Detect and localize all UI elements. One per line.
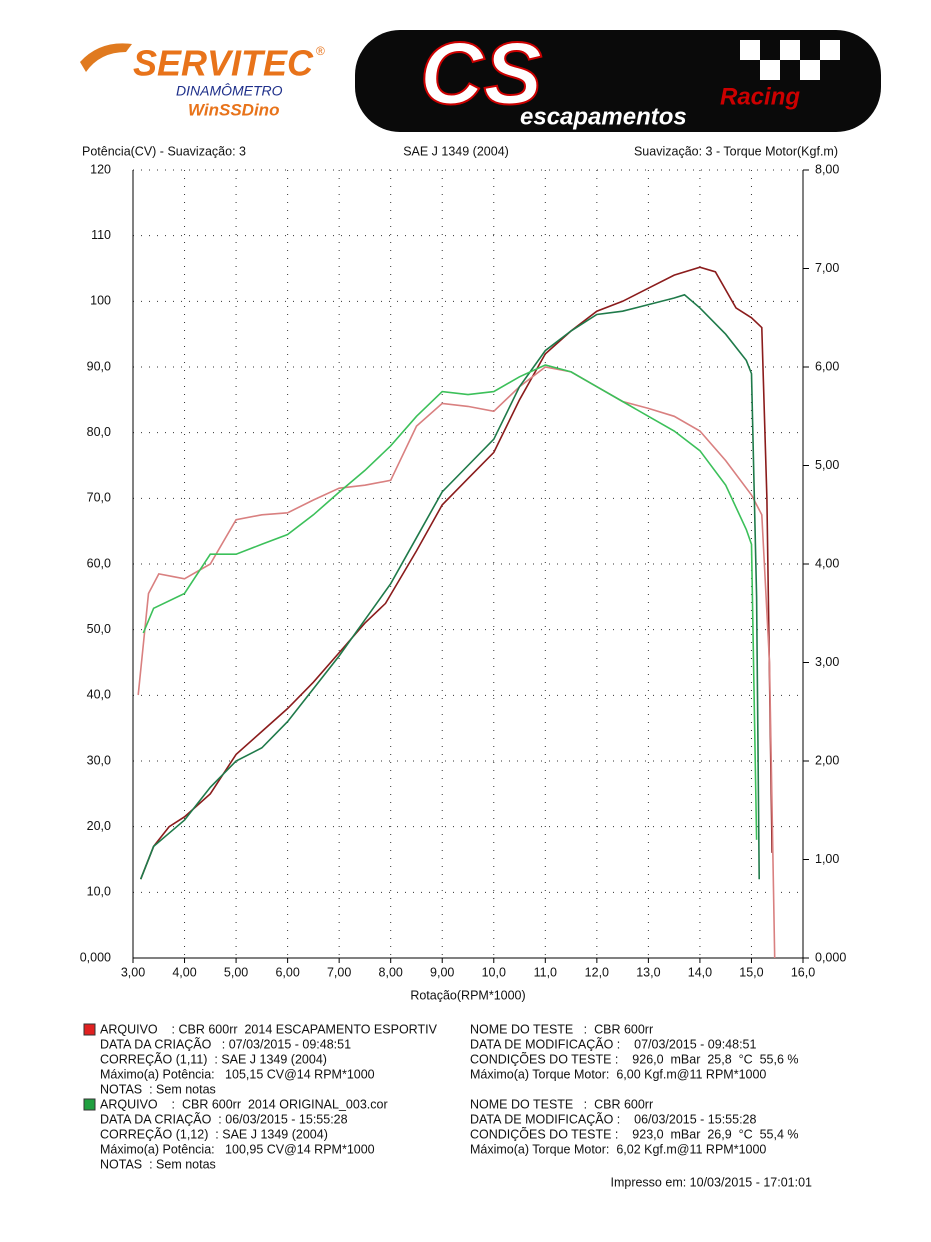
y2-tick-label: 1,00 [815,852,839,866]
logo-letters: CS [420,23,542,122]
record-swatch [83,1023,96,1036]
y2-tick-label: 5,00 [815,458,839,472]
y-tick-label: 50,0 [87,622,111,636]
chart-title: SAE J 1349 (2004) [403,144,509,158]
record-left: Máximo(a) Potência: 100,95 CV@14 RPM*100… [100,1142,375,1156]
y2-tick-label: 7,00 [815,261,839,275]
record-left: CORREÇÃO (1,11) : SAE J 1349 (2004) [100,1052,327,1066]
record-left: NOTAS : Sem notas [100,1082,216,1096]
x-tick-label: 16,0 [791,965,815,979]
data-line [137,366,776,959]
record-left: CORREÇÃO (1,12) : SAE J 1349 (2004) [100,1127,328,1141]
y2-tick-label: 0,000 [815,950,846,964]
record-left: NOTAS : Sem notas [100,1157,216,1171]
record-right: DATA DE MODIFICAÇÃO : 07/03/2015 - 09:48… [470,1037,757,1051]
y-tick-label: 70,0 [87,491,111,505]
y-tick-label: 0,000 [80,950,111,964]
record-right: Máximo(a) Torque Motor: 6,02 Kgf.m@11 RP… [470,1142,766,1156]
brand-sub: DINAMÔMETRO [176,83,283,99]
y-tick-label: 110 [91,228,111,242]
record-left: Máximo(a) Potência: 105,15 CV@14 RPM*100… [100,1067,375,1081]
brand-mark: ® [316,44,325,58]
checker [740,40,760,60]
logo-racing: Racing [720,83,800,110]
brand: SERVITEC [133,43,314,84]
x-tick-label: 15,0 [739,965,763,979]
x-axis-title: Rotação(RPM*1000) [410,988,525,1002]
y-tick-label: 10,0 [87,885,111,899]
x-tick-label: 4,00 [172,965,196,979]
record-right: NOME DO TESTE : CBR 600rr [470,1097,653,1111]
left-axis-title: Potência(CV) - Suavização: 3 [82,144,246,158]
y2-tick-label: 4,00 [815,556,839,570]
checker [760,60,780,80]
record-left: DATA DA CRIAÇÃO : 07/03/2015 - 09:48:51 [100,1037,351,1051]
y-tick-label: 100 [90,294,111,308]
data-line [139,266,773,880]
record-right: CONDIÇÕES DO TESTE : 926,0 mBar 25,8 °C … [470,1051,799,1066]
x-tick-label: 9,00 [430,965,454,979]
record-right: Máximo(a) Torque Motor: 6,00 Kgf.m@11 RP… [470,1067,766,1081]
x-tick-label: 12,0 [585,965,609,979]
x-tick-label: 7,00 [327,965,351,979]
record-right: CONDIÇÕES DO TESTE : 923,0 mBar 26,9 °C … [470,1126,799,1141]
y-tick-label: 120 [90,162,111,176]
y-tick-label: 60,0 [87,556,111,570]
right-axis-title: Suavização: 3 - Torque Motor(Kgf.m) [634,144,838,158]
software: WinSSDino [188,100,279,119]
record-swatch [83,1098,96,1111]
y2-tick-label: 3,00 [815,655,839,669]
record-right: NOME DO TESTE : CBR 600rr [470,1022,653,1036]
y-tick-label: 30,0 [87,753,111,767]
y-tick-label: 40,0 [87,688,111,702]
checker [780,40,800,60]
y-tick-label: 80,0 [87,425,111,439]
x-tick-label: 10,0 [482,965,506,979]
y2-tick-label: 6,00 [815,359,839,373]
checker [800,60,820,80]
y-tick-label: 20,0 [87,819,111,833]
x-tick-label: 11,0 [534,965,557,979]
x-tick-label: 3,00 [121,965,145,979]
x-tick-label: 5,00 [224,965,248,979]
checker [820,40,840,60]
record-left: ARQUIVO : CBR 600rr 2014 ORIGINAL_003.co… [100,1097,388,1111]
logo-sub: escapamentos [520,103,687,130]
data-line [142,364,758,840]
y-tick-label: 90,0 [87,359,111,373]
record-right: DATA DE MODIFICAÇÃO : 06/03/2015 - 15:55… [470,1112,757,1126]
x-tick-label: 8,00 [379,965,403,979]
footer: Impresso em: 10/03/2015 - 17:01:01 [610,1175,812,1189]
y2-tick-label: 8,00 [815,162,839,176]
data-line [139,293,760,880]
record-left: ARQUIVO : CBR 600rr 2014 ESCAPAMENTO ESP… [100,1022,438,1036]
y2-tick-label: 2,00 [815,753,839,767]
x-tick-label: 14,0 [688,965,712,979]
x-tick-label: 6,00 [275,965,299,979]
x-tick-label: 13,0 [636,965,660,979]
logo-wing [80,43,132,72]
record-left: DATA DA CRIAÇÃO : 06/03/2015 - 15:55:28 [100,1112,348,1126]
